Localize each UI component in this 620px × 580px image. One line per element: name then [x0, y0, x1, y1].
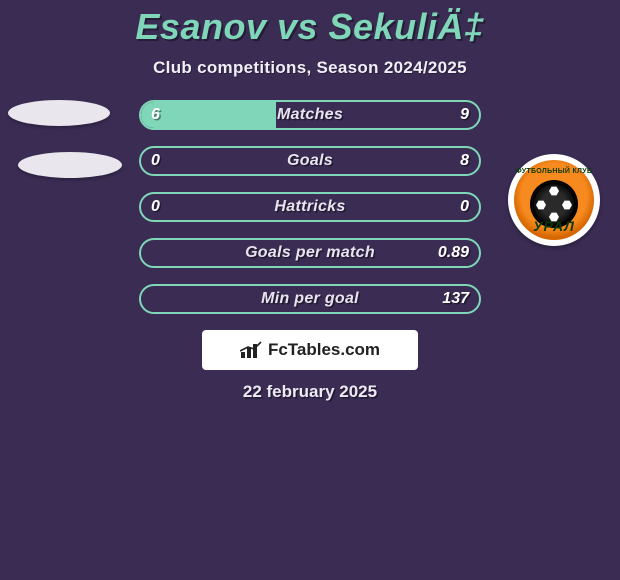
- brand-box[interactable]: FcTables.com: [202, 330, 418, 370]
- stat-row: Goals per match0.89: [0, 238, 620, 268]
- stat-value-left: 0: [151, 146, 160, 176]
- stat-value-right: 0: [460, 192, 469, 222]
- bar-chart-icon: [240, 341, 262, 359]
- date-text: 22 february 2025: [0, 382, 620, 402]
- stat-value-right: 137: [442, 284, 469, 314]
- page-title: Esanov vs SekuliÄ‡: [0, 6, 620, 48]
- stat-row: Hattricks0 0: [0, 192, 620, 222]
- stats-area: ФУТБОЛЬНЫЙ КЛУБ УРАЛ Matches69Goals08Hat…: [0, 100, 620, 314]
- stat-label: Hattricks: [139, 192, 481, 222]
- stat-row: Matches6 9: [0, 100, 620, 130]
- stat-label: Goals per match: [139, 238, 481, 268]
- comparison-card: Esanov vs SekuliÄ‡ Club competitions, Se…: [0, 0, 620, 440]
- stat-row: Min per goal137: [0, 284, 620, 314]
- stat-value-right: 0.89: [438, 238, 469, 268]
- stat-value-right: 9: [460, 100, 469, 130]
- stat-value-left: 0: [151, 192, 160, 222]
- stat-label: Matches: [139, 100, 481, 130]
- stat-label: Goals: [139, 146, 481, 176]
- subtitle: Club competitions, Season 2024/2025: [0, 58, 620, 78]
- stat-value-right: 8: [460, 146, 469, 176]
- stat-row: Goals0 8: [0, 146, 620, 176]
- brand-text: FcTables.com: [268, 340, 380, 360]
- stat-label: Min per goal: [139, 284, 481, 314]
- stat-value-left: 6: [151, 100, 160, 130]
